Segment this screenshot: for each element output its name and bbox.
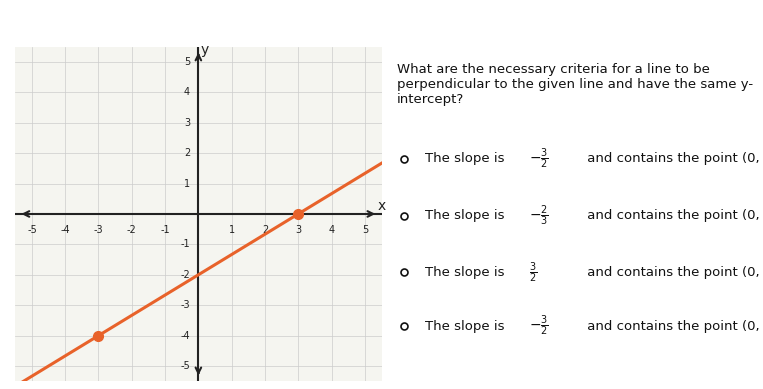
Text: 3: 3: [295, 224, 301, 235]
Text: The slope is: The slope is: [426, 209, 509, 222]
Text: and contains the point (0, 2).: and contains the point (0, 2).: [583, 152, 763, 165]
Text: $-\frac{3}{2}$: $-\frac{3}{2}$: [530, 314, 549, 338]
Text: and contains the point (0, −2).: and contains the point (0, −2).: [583, 319, 763, 333]
Text: -2: -2: [180, 270, 190, 280]
Text: What are the necessary criteria for a line to be
perpendicular to the given line: What are the necessary criteria for a li…: [397, 63, 753, 107]
Text: -1: -1: [160, 224, 170, 235]
Text: x: x: [378, 199, 385, 213]
Text: and contains the point (0, −2).: and contains the point (0, −2).: [583, 209, 763, 222]
Text: -4: -4: [60, 224, 70, 235]
Text: -5: -5: [180, 361, 190, 371]
Text: 1: 1: [184, 179, 190, 189]
Text: and contains the point (0, 2).: and contains the point (0, 2).: [583, 266, 763, 279]
Text: -4: -4: [180, 331, 190, 341]
Text: $-\frac{2}{3}$: $-\frac{2}{3}$: [530, 203, 549, 228]
Text: 1: 1: [229, 224, 235, 235]
Text: $-\frac{3}{2}$: $-\frac{3}{2}$: [530, 147, 549, 171]
Text: 4: 4: [184, 87, 190, 97]
Text: -1: -1: [180, 239, 190, 249]
Text: 2: 2: [184, 148, 190, 158]
Text: 5: 5: [362, 224, 368, 235]
Text: -3: -3: [180, 300, 190, 310]
Text: The slope is: The slope is: [426, 319, 509, 333]
Text: -2: -2: [127, 224, 137, 235]
Text: 2: 2: [262, 224, 268, 235]
Text: 3: 3: [184, 118, 190, 128]
Text: -3: -3: [94, 224, 103, 235]
Text: 5: 5: [184, 57, 190, 67]
Text: y: y: [201, 43, 209, 57]
Text: 4: 4: [329, 224, 335, 235]
Text: -5: -5: [27, 224, 37, 235]
Text: The slope is: The slope is: [426, 266, 509, 279]
Text: $\frac{3}{2}$: $\frac{3}{2}$: [530, 260, 538, 285]
Text: The slope is: The slope is: [426, 152, 509, 165]
